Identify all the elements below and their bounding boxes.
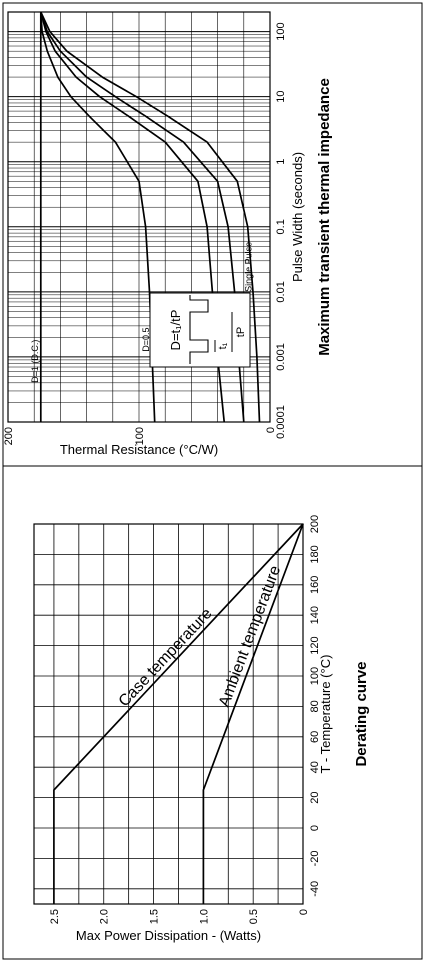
series-line-ambient: [202, 523, 304, 904]
y-tick-label: 0: [298, 909, 310, 915]
curve-label: D=1 (D.C.): [30, 340, 40, 383]
ambient-temperature-label: Ambient temperature: [216, 563, 284, 709]
tp-label: tP: [235, 327, 247, 337]
x-tick-label: 40: [309, 761, 321, 773]
rotated-chart-layer: -40-2002040608010012014016018020000.51.0…: [3, 11, 370, 943]
series-line: [40, 11, 261, 423]
y-axis-title: Thermal Resistance (°C/W): [60, 442, 218, 457]
y-tick-label: 1.5: [149, 909, 161, 924]
x-tick-label: -40: [309, 881, 321, 897]
x-tick-label: 0.1: [275, 219, 287, 234]
plot-frame: [7, 11, 271, 423]
y-tick-label: 0: [265, 427, 277, 433]
thermal-impedance-chart: 0.0001 0.001 0.01 0.1 1 10 100 0 100 200 D=1 (D.C.…: [3, 11, 333, 457]
x-tick-label: -20: [309, 850, 321, 866]
y-tick-label: 1.0: [198, 909, 210, 924]
x-tick-label: 80: [309, 700, 321, 712]
x-tick-label: 180: [309, 545, 321, 563]
curve-label: Single Pulse: [243, 242, 253, 292]
duty-formula: D=t₁/tP: [168, 310, 183, 351]
curve-label: D=0.5: [141, 327, 151, 351]
x-tick-label: 200: [309, 515, 321, 533]
plot-frame: [33, 523, 304, 905]
t1-label: t₁: [217, 342, 229, 349]
x-tick-label: 0.0001: [275, 405, 287, 439]
x-tick-label: 140: [309, 606, 321, 624]
x-tick-label: 20: [309, 791, 321, 803]
y-tick-label: 200: [3, 427, 15, 445]
y-tick-label: 100: [134, 427, 146, 445]
series-line-case: [53, 523, 304, 904]
x-tick-label: 0: [309, 825, 321, 831]
chart-caption: Derating curve: [353, 661, 370, 766]
x-axis-title: T - Temperature (°C): [318, 655, 333, 774]
y-tick-label: 2.5: [49, 909, 61, 924]
y-tick-label: 2.0: [99, 909, 111, 924]
derating-chart: -40 -20 0 20 40 60 80 100 120 140 160 180 200 0 0.5 1.0…: [33, 515, 370, 943]
x-tick-label: 60: [309, 731, 321, 743]
y-tick-label: 0.5: [248, 909, 260, 924]
x-tick-label: 10: [275, 91, 287, 103]
x-tick-label: 1: [275, 159, 287, 165]
x-tick-label: 0.001: [275, 343, 287, 371]
x-axis-title: Pulse Width (seconds): [290, 152, 305, 282]
x-tick-label: 0.01: [275, 281, 287, 302]
x-tick-label: 160: [309, 576, 321, 594]
inset-box: [149, 292, 251, 368]
pulse-waveform: [189, 295, 209, 364]
x-tick-label: 100: [275, 22, 287, 40]
case-temperature-label: Case temperature: [116, 605, 216, 710]
pulse-inset: t₁ tP D=t₁/tP: [149, 292, 251, 368]
chart-caption: Maximum transient thermal impedance: [316, 78, 333, 356]
x-tick-label: 100: [309, 667, 321, 685]
x-tick-label: 120: [309, 636, 321, 654]
y-axis-title: Max Power Dissipation - (Watts): [76, 928, 261, 943]
